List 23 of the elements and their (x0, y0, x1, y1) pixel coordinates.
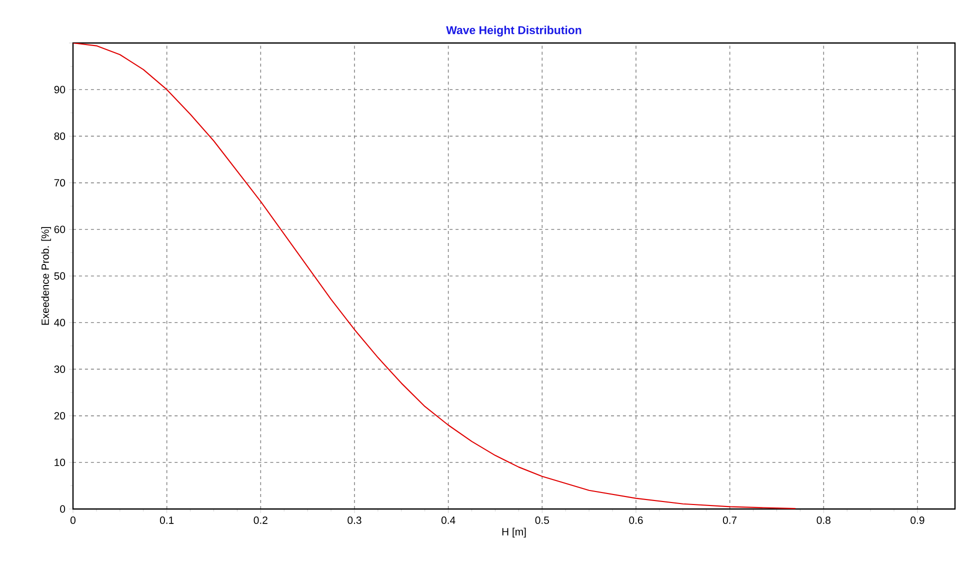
y-tick-label: 40 (54, 318, 66, 326)
x-tick-label: 0.5 (535, 516, 549, 524)
x-tick-label: 0.1 (160, 516, 174, 524)
y-tick-label: 80 (54, 132, 66, 140)
x-tick-label: 0 (70, 516, 76, 524)
x-tick-label: 0.4 (441, 516, 456, 524)
chart-title: Wave Height Distribution (446, 26, 582, 36)
y-tick-label: 70 (54, 179, 66, 187)
x-axis-title: H [m] (502, 528, 526, 538)
x-tick-label: 0.6 (629, 516, 643, 524)
y-tick-label: 90 (54, 86, 66, 94)
x-tick-label: 0.3 (348, 516, 362, 524)
x-tick-label: 0.2 (254, 516, 268, 524)
y-tick-label: 0 (60, 505, 66, 513)
y-axis-title: Exeedence Prob. [%] (41, 227, 52, 325)
y-tick-label: 60 (54, 226, 66, 234)
y-tick-label: 30 (54, 366, 66, 373)
x-tick-label: 0.8 (816, 516, 830, 524)
x-tick-label: 0.9 (910, 516, 924, 524)
y-tick-label: 50 (54, 272, 66, 280)
y-tick-label: 20 (54, 412, 66, 420)
y-tick-label: 10 (54, 458, 66, 466)
x-tick-label: 0.7 (722, 516, 737, 524)
